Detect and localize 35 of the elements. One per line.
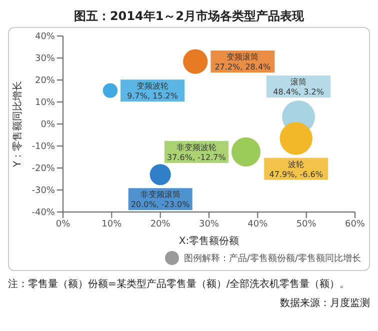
- x-tick-label: 0%: [56, 219, 71, 230]
- y-tick-label: -40%: [32, 208, 56, 218]
- data-label: 27.2%, 28.4%: [214, 62, 272, 72]
- y-tick-label: 0%: [40, 120, 56, 130]
- y-tick-label: -30%: [32, 186, 56, 196]
- x-tick-label: 20%: [150, 219, 171, 230]
- y-tick-label: 20%: [34, 76, 56, 86]
- data-label: 37.6%, -12.7%: [167, 152, 226, 162]
- y-tick-label: -10%: [32, 142, 56, 152]
- data-label: 47.9%, -6.6%: [269, 170, 324, 179]
- text: 注：零售量（额）份额=某类型产品零售量（额）/全部洗衣机零售量（额）。: [8, 278, 351, 292]
- x-tick-label: 40%: [248, 219, 268, 230]
- y-tick-label: 40%: [34, 32, 56, 42]
- series-label: 滚筒: [290, 78, 307, 87]
- source-note: 数据来源：月度监测: [279, 296, 370, 310]
- x-tick-label: 60%: [344, 219, 366, 230]
- text: 变频滚筒: [226, 52, 259, 62]
- y-tick-label: 10%: [34, 98, 56, 108]
- chart-title: 图五：2014年1～2月市场各类型产品表现: [72, 8, 306, 25]
- data-label: 20.0%, -23.0%: [130, 200, 190, 210]
- x-tick-label: 10%: [102, 219, 122, 230]
- x-axis-title: X:零售额份额: [178, 235, 240, 247]
- text: 变频波轮: [136, 82, 169, 91]
- series-label: 波轮: [288, 160, 304, 169]
- series-label: 非变频波轮: [176, 142, 216, 152]
- data-label: 9.7%, 15.2%: [127, 92, 178, 101]
- text: 图例解释：: [184, 252, 229, 264]
- y-tick-label: 30%: [34, 54, 56, 64]
- data-label: 48.4%, 3.2%: [273, 88, 324, 97]
- series-label: 非变频滚筒: [140, 190, 180, 200]
- text: 产品/零售额份额/零售额同比增长: [228, 252, 361, 264]
- y-axis-title: Y：零售额同比增长: [12, 80, 24, 168]
- y-tick-label: -20%: [32, 164, 56, 174]
- x-tick-label: 30%: [198, 219, 220, 230]
- x-tick-label: 50%: [296, 219, 317, 230]
